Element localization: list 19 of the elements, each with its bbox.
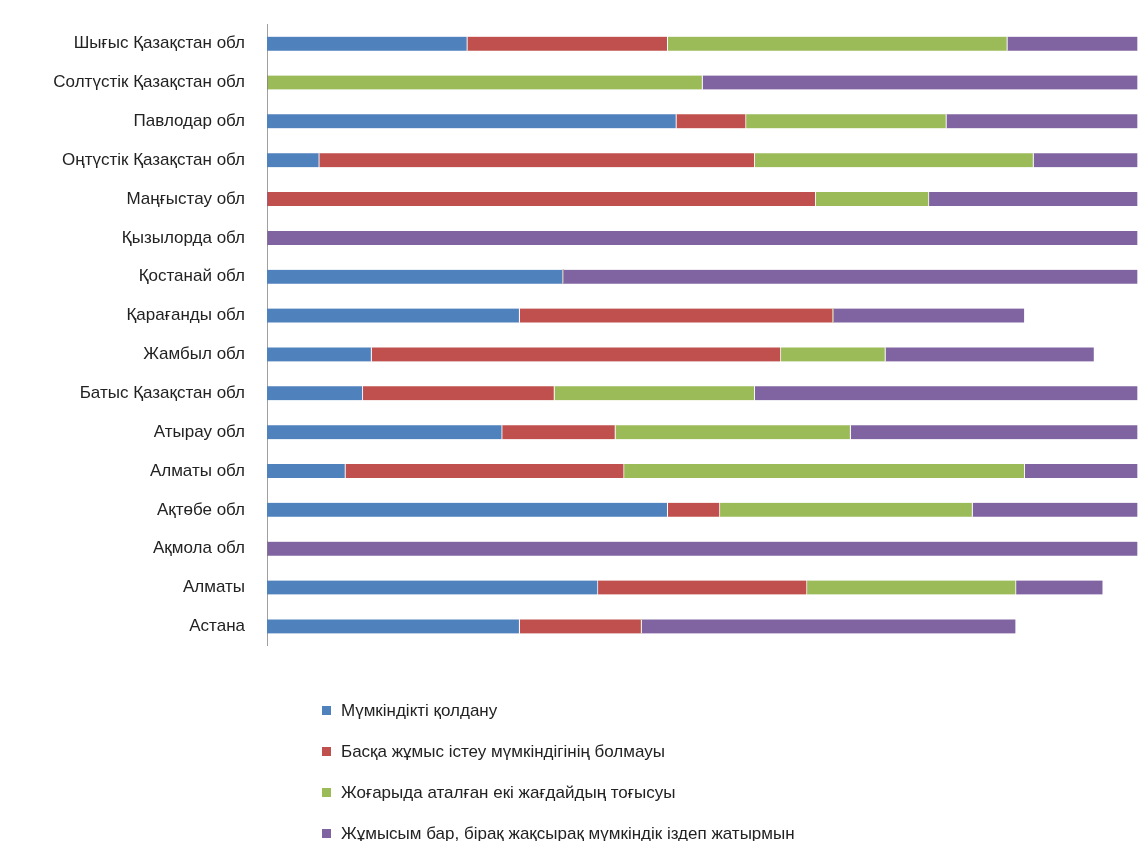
y-tick-label: Қызылорда обл bbox=[121, 227, 245, 247]
y-tick-label: Қарағанды обл bbox=[126, 305, 245, 325]
y-tick-label: Солтүстік Қазақстан обл bbox=[53, 72, 245, 92]
legend-label: Мүмкіндікті қолдану bbox=[341, 700, 498, 721]
y-tick-label: Ақтөбе обл bbox=[156, 499, 245, 519]
legend-label: Жоғарыда аталған екі жағдайдың тоғысуы bbox=[341, 782, 676, 803]
y-tick-label: Ақмола обл bbox=[153, 538, 245, 558]
y-tick-label: Астана bbox=[189, 616, 246, 636]
y-tick-label: Атырау обл bbox=[153, 421, 245, 441]
y-tick-label: Батыс Қазақстан обл bbox=[79, 382, 245, 402]
y-tick-label: Алматы обл bbox=[149, 460, 245, 480]
y-tick-label: Павлодар обл bbox=[133, 111, 245, 131]
legend-label: Басқа жұмыс істеу мүмкіндігінің болмауы bbox=[341, 741, 665, 762]
y-tick-label: Шығыс Қазақстан обл bbox=[73, 33, 245, 53]
y-tick-label: Жамбыл обл bbox=[143, 344, 245, 364]
y-tick-label: Алматы bbox=[182, 577, 245, 597]
y-tick-label: Оңтүстік Қазақстан обл bbox=[62, 149, 245, 169]
y-tick-label: Маңғыстау обл bbox=[126, 188, 245, 208]
y-tick-label: Қостанай обл bbox=[138, 266, 245, 286]
